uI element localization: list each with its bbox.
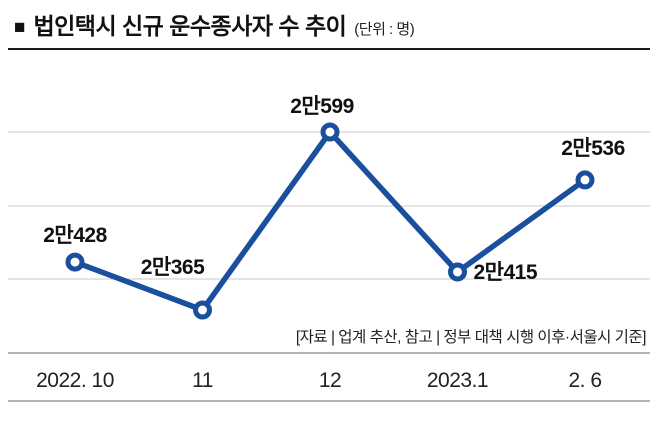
chart-header: ■ 법인택시 신규 운수종사자 수 추이 (단위 : 명) [8, 0, 650, 51]
data-point-label: 2만599 [290, 95, 354, 118]
data-point-marker [193, 300, 212, 320]
source-note: [자료 | 업계 추산, 참고 | 정부 대책 시행 이후·서울시 기준] [296, 328, 646, 346]
data-point-label: 2만428 [43, 224, 107, 247]
data-point-marker [448, 262, 467, 282]
x-axis-tick-label: 2023.1 [427, 369, 488, 392]
x-axis-tick-label: 12 [319, 369, 341, 392]
unit-label: (단위 : 명) [354, 21, 415, 38]
data-point-label: 2만536 [561, 137, 625, 160]
x-axis-tick-label: 2022. 10 [36, 369, 114, 392]
data-point-label: 2만365 [141, 256, 205, 279]
line-chart: 2만428 2만365 2만599 2만415 2만536 2022. 10 11 12 202… [8, 95, 650, 403]
x-axis-tick-label: 2. 6 [568, 369, 601, 392]
data-point-marker [65, 252, 85, 272]
data-point-label: 2만415 [474, 261, 538, 284]
title-bullet-icon: ■ [14, 17, 26, 38]
page-title: 법인택시 신규 운수종사자 수 추이 [33, 13, 347, 39]
data-point-marker [320, 122, 340, 142]
x-axis-tick-label: 11 [192, 369, 213, 392]
data-point-marker [575, 170, 595, 190]
